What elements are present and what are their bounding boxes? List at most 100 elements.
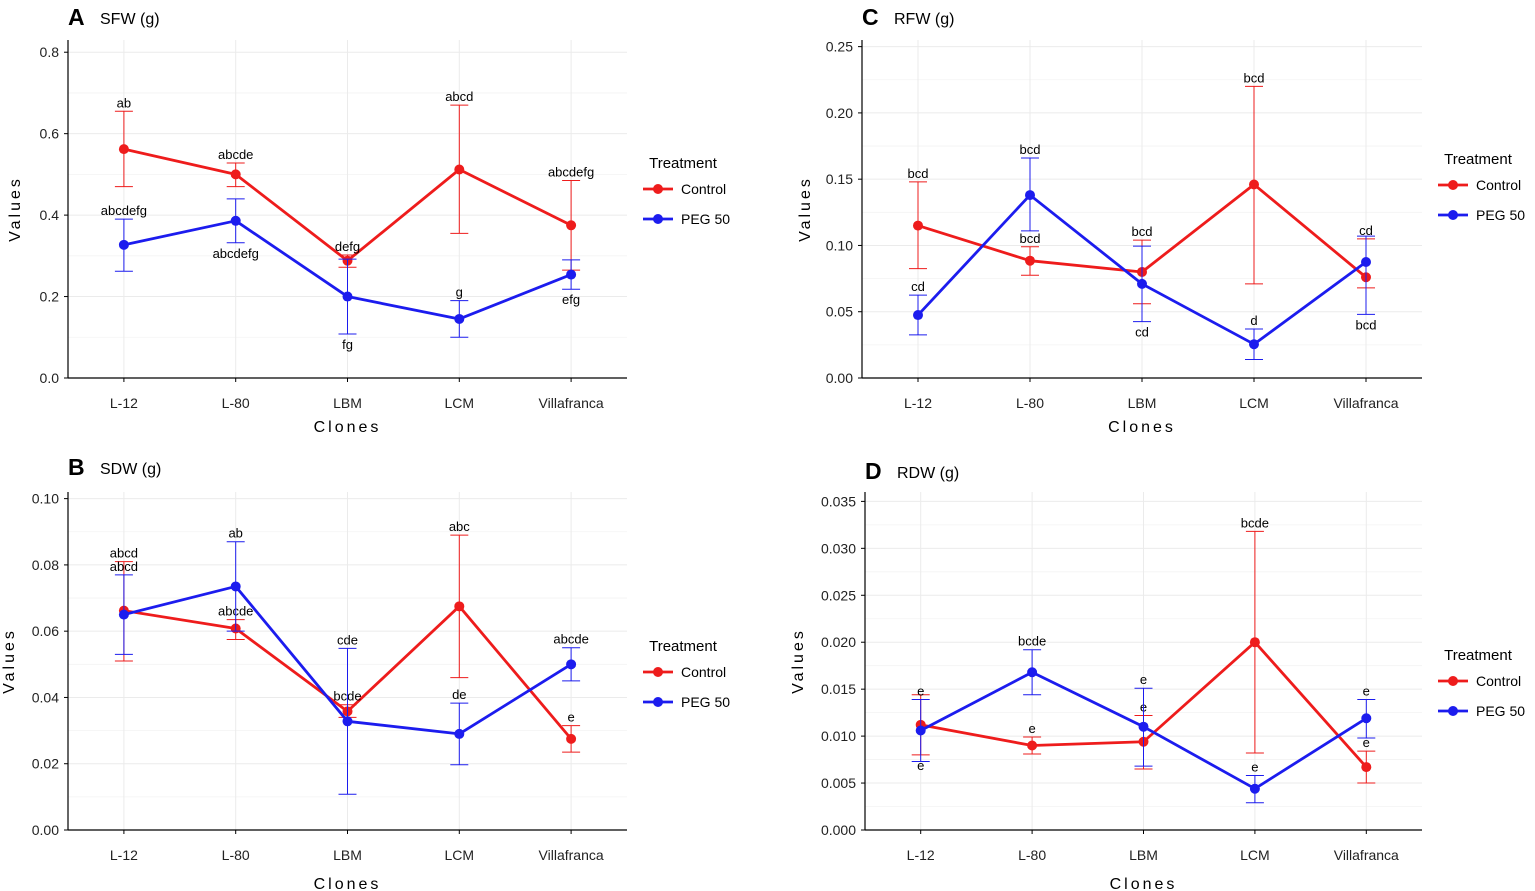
y-tick-label: 0.10 [32, 491, 59, 507]
series-peg50: e bcde e e e [911, 634, 1376, 804]
significance-label: bcde [1241, 515, 1269, 530]
legend: Treatment Control PEG 50 [643, 638, 730, 710]
x-tick-label: LBM [333, 847, 362, 863]
panel-letter: B [68, 454, 85, 480]
y-tick-label: 0.2 [40, 289, 60, 305]
significance-label: abcde [553, 632, 588, 647]
significance-label: abcdefg [548, 164, 594, 179]
data-point [1249, 783, 1260, 794]
y-tick-label: 0.10 [826, 237, 853, 253]
x-axis-title: Clones [314, 419, 382, 436]
significance-label: bcde [1018, 634, 1046, 649]
y-tick-label: 0.030 [821, 540, 856, 556]
chart-panel-c: 0.00 0.05 0.10 0.15 0.20 0.25 L-12 L-80 LBM LCM Vi… [797, 4, 1525, 436]
significance-label: cd [1359, 223, 1373, 238]
legend-label: PEG 50 [1476, 207, 1525, 223]
y-tick-label: 0.06 [32, 623, 59, 639]
x-tick-label: Villafranca [539, 395, 604, 411]
series-peg50: cd bcd cd d bcd [909, 142, 1377, 360]
data-point [1361, 257, 1371, 268]
data-point [1027, 740, 1038, 751]
y-axis-title: Values [797, 176, 814, 242]
x-tick-label: L-80 [222, 847, 250, 863]
data-point [1027, 667, 1038, 678]
y-tick-label: 0.015 [821, 681, 856, 697]
y-tick-label: 0.4 [40, 207, 60, 223]
legend-title: Treatment [649, 155, 718, 172]
data-point [342, 291, 353, 302]
data-point [566, 733, 577, 744]
y-tick-label: 0.000 [821, 822, 856, 838]
x-tick-label: L-12 [907, 847, 935, 863]
x-tick-label: Villafranca [1333, 395, 1398, 411]
legend: Treatment Control PEG 50 [1438, 647, 1525, 719]
series-peg50: abcdefg abcdefg fg g efg [101, 198, 580, 352]
significance-label: d [1250, 313, 1257, 328]
data-point [1361, 713, 1372, 724]
data-point [1249, 339, 1259, 350]
y-tick-label: 0.020 [821, 634, 856, 650]
significance-label: abcd [110, 559, 138, 574]
legend-marker [653, 184, 663, 194]
legend: Treatment Control PEG 50 [1438, 151, 1525, 223]
significance-label: e [567, 710, 574, 725]
x-axis-title: Clones [1108, 419, 1176, 436]
significance-label: bcd [1132, 224, 1153, 239]
legend-marker [1448, 210, 1458, 220]
y-tick-label: 0.04 [32, 689, 59, 705]
y-tick-label: 0.15 [826, 171, 853, 187]
data-point [913, 220, 923, 231]
significance-label: e [1363, 683, 1370, 698]
data-point [454, 313, 465, 324]
x-tick-label: L-12 [110, 395, 138, 411]
series-control: ab abcde defg abcd abcdefg [114, 89, 594, 271]
y-tick-label: 0.005 [821, 775, 856, 791]
legend-marker [653, 214, 663, 224]
data-point [1249, 179, 1259, 190]
significance-label: bcd [1020, 231, 1041, 246]
legend-label: Control [681, 664, 726, 680]
legend-marker [653, 667, 663, 677]
legend-label: PEG 50 [681, 211, 730, 227]
y-axis-title: Values [7, 176, 24, 242]
y-axis-title: Values [790, 628, 807, 694]
y-tick-label: 0.25 [826, 39, 853, 55]
significance-label: abcde [218, 147, 253, 162]
significance-label: abcdefg [213, 246, 259, 261]
significance-label: e [1251, 760, 1258, 775]
chart-panel-b: 0.00 0.02 0.04 0.06 0.08 0.10 L-12 L-80 LBM LCM Vi… [1, 454, 730, 891]
series-control: bcd bcd bcd bcd cd [908, 70, 1375, 305]
y-tick-label: 0.025 [821, 587, 856, 603]
data-point [566, 269, 577, 280]
x-tick-label: LCM [445, 395, 475, 411]
x-tick-label: LBM [1128, 395, 1157, 411]
data-point [230, 169, 241, 180]
x-axis-title: Clones [1110, 876, 1178, 891]
significance-label: bcd [1020, 142, 1041, 157]
y-tick-label: 0.035 [821, 493, 856, 509]
significance-label: bcd [1356, 317, 1377, 332]
significance-label: cd [1135, 325, 1149, 340]
y-tick-label: 0.02 [32, 756, 59, 772]
significance-label: de [452, 687, 466, 702]
legend-title: Treatment [649, 638, 718, 655]
data-point [454, 601, 465, 612]
significance-label: abcd [445, 89, 473, 104]
y-tick-label: 0.05 [826, 304, 853, 320]
significance-label: e [1363, 735, 1370, 750]
y-tick-label: 0.8 [40, 44, 60, 60]
x-tick-label: Villafranca [1334, 847, 1399, 863]
legend-marker [1448, 706, 1458, 716]
significance-label: g [456, 285, 463, 300]
data-point [1025, 255, 1035, 266]
y-tick-label: 0.00 [32, 822, 59, 838]
data-point [1249, 637, 1260, 648]
legend-marker [1448, 676, 1458, 686]
y-tick-label: 0.00 [826, 370, 853, 386]
legend-label: Control [681, 181, 726, 197]
panel-title: RFW (g) [894, 11, 954, 28]
data-point [454, 164, 465, 175]
significance-label: e [917, 683, 924, 698]
data-point [913, 310, 923, 321]
